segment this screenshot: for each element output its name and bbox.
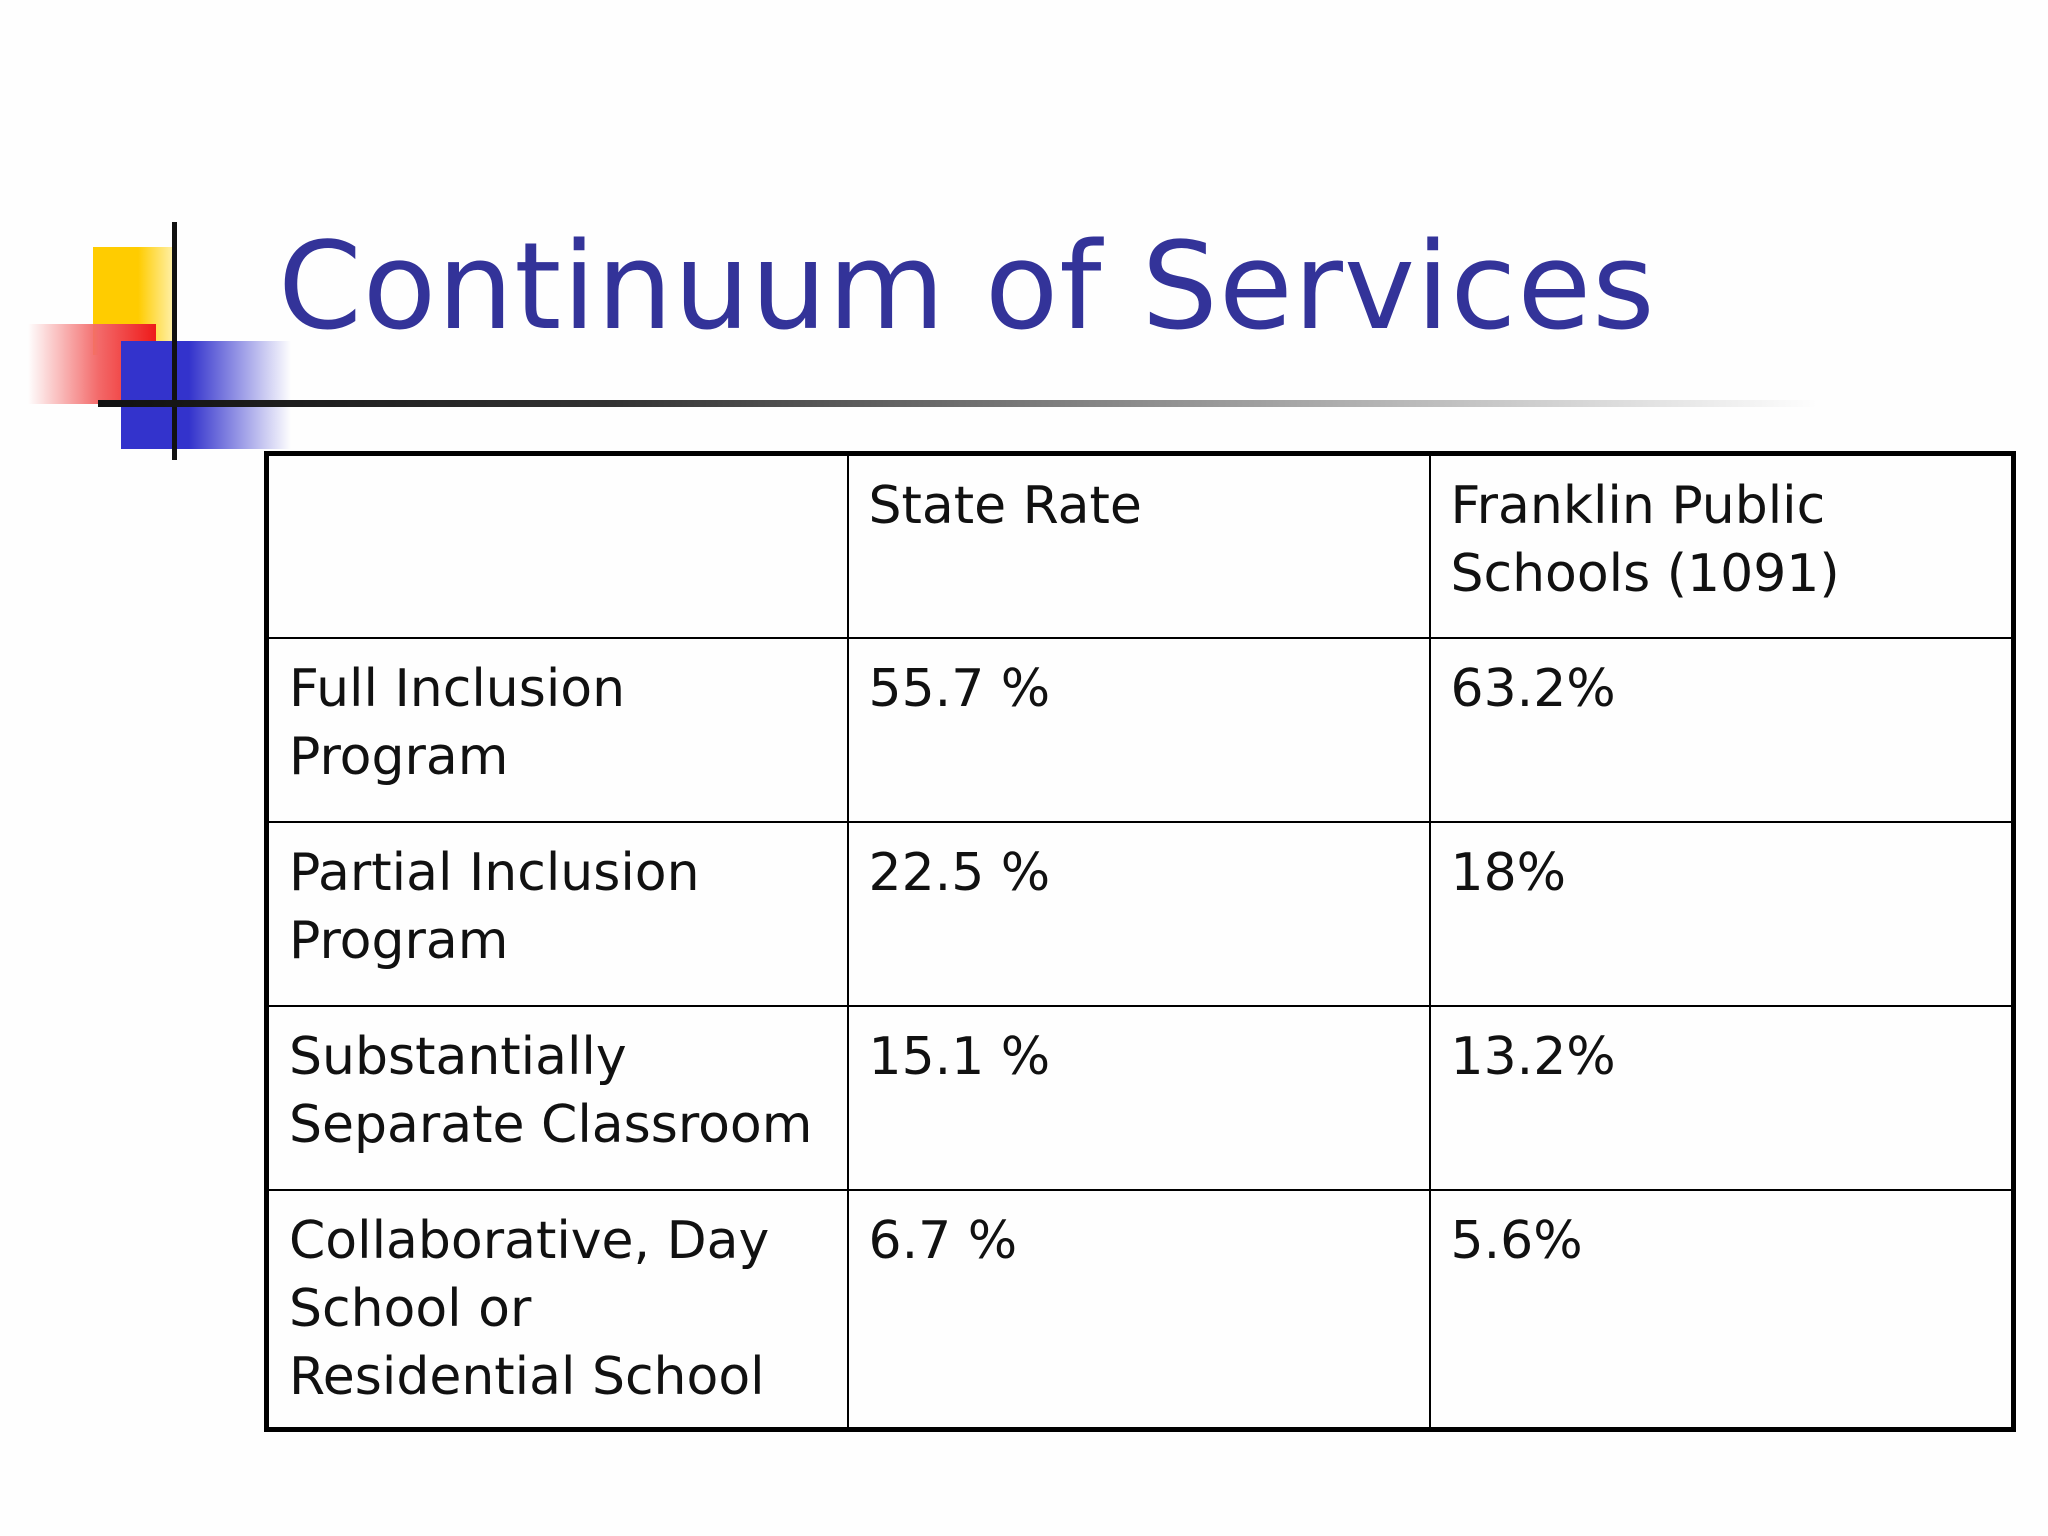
decorative-blue-square: [121, 341, 291, 449]
table-row: Full Inclusion Program 55.7 % 63.2%: [265, 636, 2015, 823]
table-row: Collaborative, Day School or Residential…: [265, 1188, 2015, 1430]
title-underline: [98, 400, 1818, 407]
table-header-row: State Rate Franklin Public Schools (1091…: [265, 452, 2015, 639]
header-cell-franklin: Franklin Public Schools (1091): [1428, 452, 2015, 639]
row-franklin-rate: 18%: [1428, 820, 2015, 1007]
row-state-rate: 15.1 %: [846, 1004, 1431, 1191]
row-category: Collaborative, Day School or Residential…: [265, 1188, 849, 1430]
row-state-rate: 55.7 %: [846, 636, 1431, 823]
row-state-rate: 6.7 %: [846, 1188, 1431, 1430]
row-franklin-rate: 13.2%: [1428, 1004, 2015, 1191]
header-cell-empty: [265, 452, 849, 639]
decorative-vertical-line: [172, 222, 177, 460]
row-state-rate: 22.5 %: [846, 820, 1431, 1007]
row-franklin-rate: 63.2%: [1428, 636, 2015, 823]
row-category: Full Inclusion Program: [265, 636, 849, 823]
row-franklin-rate: 5.6%: [1428, 1188, 2015, 1430]
table-row: Substantially Separate Classroom 15.1 % …: [265, 1004, 2015, 1191]
header-cell-state-rate: State Rate: [846, 452, 1431, 639]
row-category: Partial Inclusion Program: [265, 820, 849, 1007]
slide-title: Continuum of Services: [278, 218, 1656, 357]
table-row: Partial Inclusion Program 22.5 % 18%: [265, 820, 2015, 1007]
row-category: Substantially Separate Classroom: [265, 1004, 849, 1191]
services-table: State Rate Franklin Public Schools (1091…: [264, 451, 2016, 1432]
